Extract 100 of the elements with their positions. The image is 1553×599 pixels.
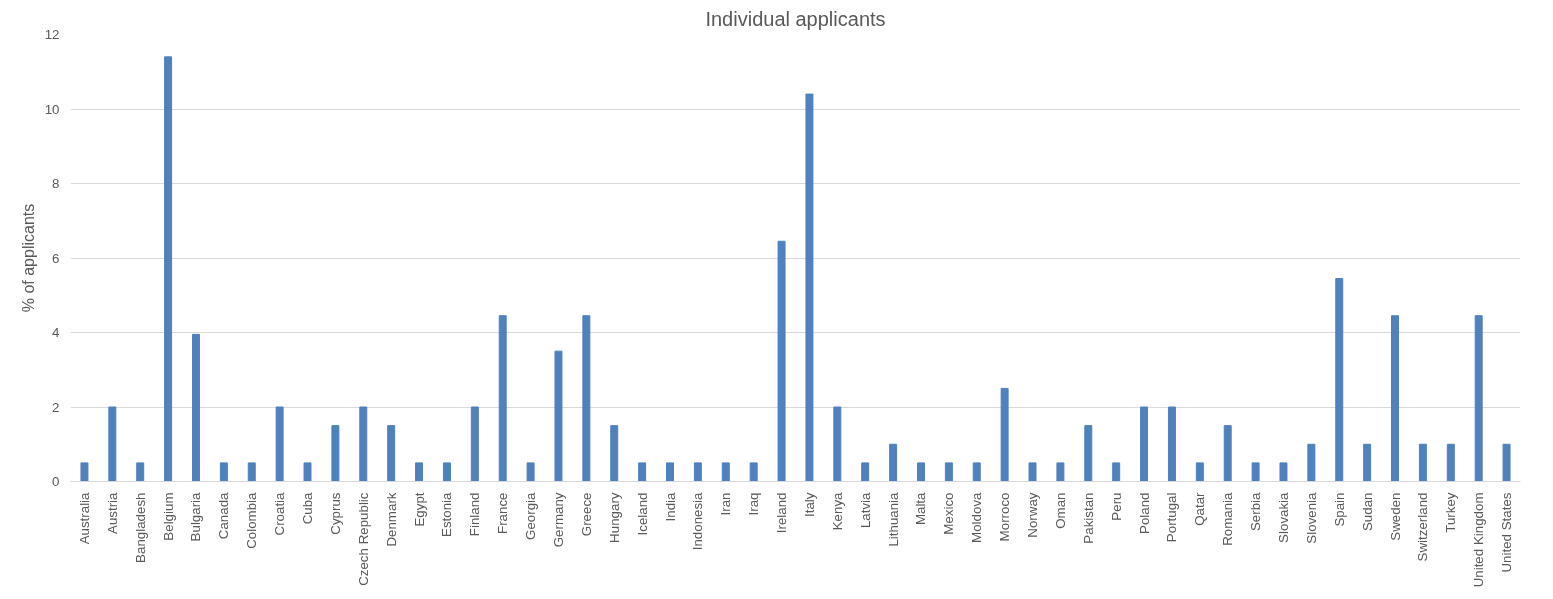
bar xyxy=(219,462,228,482)
bar xyxy=(805,93,814,482)
bar xyxy=(1140,406,1149,482)
bar xyxy=(917,462,925,482)
x-tick-label: Australia xyxy=(76,491,92,545)
x-tick-label: Lithuania xyxy=(885,491,901,547)
bar xyxy=(833,406,842,482)
bar xyxy=(1195,462,1204,482)
x-tick-label: Portugal xyxy=(1164,492,1180,543)
bar xyxy=(247,462,256,482)
x-tick-label: Colombia xyxy=(244,491,260,549)
bar xyxy=(415,462,424,482)
x-tick-label: Austria xyxy=(104,491,120,534)
bar xyxy=(777,240,786,482)
chart-title: Individual applicants xyxy=(705,7,886,30)
x-tick-label: Slovakia xyxy=(1275,491,1291,543)
x-tick-label: Finland xyxy=(467,492,483,537)
bar xyxy=(610,425,619,482)
bar xyxy=(1279,462,1288,482)
x-tick-label: Iraq xyxy=(746,492,762,516)
x-tick-label: United Kingdom xyxy=(1471,492,1487,588)
x-tick-label: Croatia xyxy=(272,491,288,536)
x-tick-label: Peru xyxy=(1108,492,1124,521)
bar xyxy=(164,56,173,482)
y-tick-label: 6 xyxy=(52,250,60,266)
x-tick-label: Iceland xyxy=(634,492,650,536)
bar xyxy=(387,425,396,482)
bar xyxy=(693,462,702,482)
x-tick-label: Kenya xyxy=(829,491,845,531)
x-tick-label: Norway xyxy=(1025,492,1041,538)
bar xyxy=(582,315,591,482)
bar xyxy=(1418,443,1427,482)
x-tick-label: Mexico xyxy=(941,492,957,535)
bar xyxy=(1474,315,1483,482)
bar xyxy=(80,462,89,482)
x-tick-label: France xyxy=(495,492,511,534)
bar xyxy=(136,462,145,482)
x-tick-label: Oman xyxy=(1052,492,1068,529)
x-tick-label: Malta xyxy=(913,491,929,526)
x-tick-label: Canada xyxy=(216,491,232,540)
bar xyxy=(470,406,479,482)
bar xyxy=(1028,462,1037,482)
x-tick-label: Slovenia xyxy=(1303,491,1319,544)
bar xyxy=(1307,443,1316,482)
bar xyxy=(275,406,284,482)
x-tick-label: Bangladesh xyxy=(132,492,148,563)
x-tick-label: Poland xyxy=(1136,492,1152,534)
x-tick-label: Bulgaria xyxy=(188,491,204,542)
bar xyxy=(861,462,870,482)
bar xyxy=(331,425,340,482)
x-tick-label: Iran xyxy=(718,492,734,516)
bar xyxy=(721,462,730,482)
bar xyxy=(498,315,507,482)
x-tick-label: Latvia xyxy=(857,491,873,529)
bar xyxy=(889,443,898,482)
bar xyxy=(666,462,674,482)
x-tick-label: Georgia xyxy=(523,491,539,540)
bar xyxy=(303,462,312,482)
x-tick-label: Egypt xyxy=(411,492,427,527)
bar xyxy=(1251,462,1260,482)
x-tick-label: Greece xyxy=(578,492,594,537)
bar xyxy=(442,462,451,482)
x-tick-label: Hungary xyxy=(606,492,622,543)
x-tick-label: Spain xyxy=(1331,492,1347,527)
y-tick-label: 12 xyxy=(44,27,60,42)
y-tick-label: 10 xyxy=(44,101,60,117)
bar xyxy=(1056,462,1065,482)
x-tick-label: India xyxy=(662,491,678,522)
x-tick-label: Belgium xyxy=(160,492,176,541)
x-tick-label: Serbia xyxy=(1248,491,1264,532)
bar xyxy=(1502,443,1511,482)
x-tick-label: Estonia xyxy=(439,491,455,537)
bar xyxy=(359,406,368,482)
bar xyxy=(1391,315,1399,482)
y-axis-title: % of applicants xyxy=(19,203,37,313)
bar xyxy=(972,462,981,482)
x-tick-label: Switzerland xyxy=(1415,492,1431,562)
bar xyxy=(526,462,535,482)
x-tick-label: Germany xyxy=(550,492,566,548)
bar xyxy=(638,462,647,482)
bar xyxy=(554,350,563,482)
x-tick-label: Morroco xyxy=(997,492,1013,542)
x-tick-label: Denmark xyxy=(383,492,399,547)
y-tick-label: 8 xyxy=(52,176,60,191)
x-tick-label: Moldova xyxy=(969,491,985,543)
x-tick-label: Romania xyxy=(1220,491,1236,546)
y-tick-label: 4 xyxy=(52,325,61,340)
x-tick-label: Qatar xyxy=(1192,491,1208,526)
bar xyxy=(1084,425,1093,482)
x-tick-label: Sudan xyxy=(1359,492,1375,532)
bar xyxy=(944,462,953,482)
y-tick-label: 0 xyxy=(52,474,60,489)
bar xyxy=(749,462,758,482)
bar xyxy=(1335,277,1344,482)
x-tick-label: Sweden xyxy=(1387,492,1403,541)
bar xyxy=(1167,406,1176,482)
bar xyxy=(192,333,200,482)
bar xyxy=(1363,443,1372,482)
bar xyxy=(1446,443,1455,482)
x-tick-label: United States xyxy=(1499,492,1515,573)
